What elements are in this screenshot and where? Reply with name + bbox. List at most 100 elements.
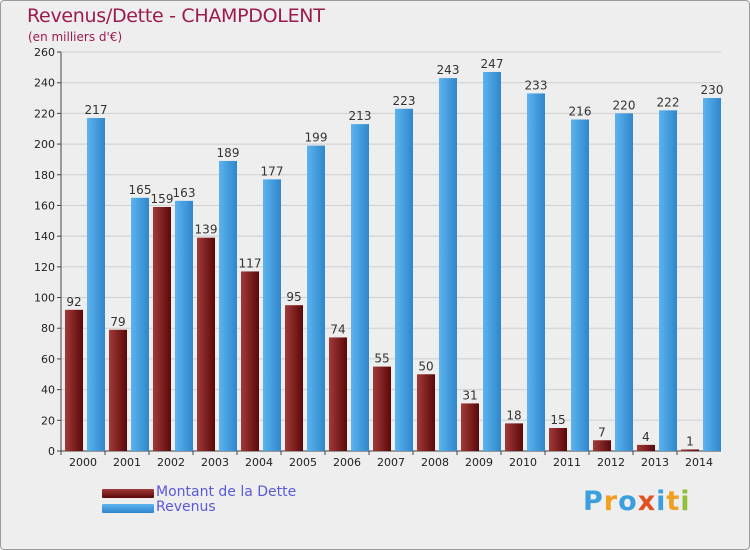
bar-revenus-2009 [483, 71, 501, 451]
data-label-debt-2000: 92 [66, 295, 81, 309]
data-label-debt-2009: 31 [462, 388, 477, 402]
bar-debt-2011 [549, 427, 567, 451]
logo-letter: i [680, 486, 691, 517]
data-label-debt-2006: 74 [330, 322, 345, 336]
y-tick-label: 260 [34, 46, 55, 59]
logo-letter: x [637, 486, 657, 517]
x-tick-label: 2013 [641, 456, 669, 469]
x-tick-label: 2008 [421, 456, 449, 469]
bar-revenus-2008 [439, 78, 457, 451]
bar-revenus-2013 [659, 110, 677, 452]
legend-swatch-revenus [102, 504, 154, 513]
logo-letter: o [618, 486, 638, 517]
bar-debt-2007 [373, 366, 391, 451]
data-label-revenus-2005: 199 [305, 131, 328, 145]
data-label-revenus-2009: 247 [481, 57, 504, 71]
y-tick-label: 160 [34, 199, 55, 212]
y-tick-label: 120 [34, 261, 55, 274]
data-label-revenus-2010: 233 [525, 78, 548, 92]
bar-revenus-2004 [263, 179, 281, 451]
bar-revenus-2002 [175, 200, 193, 451]
bar-debt-2001 [109, 329, 127, 451]
data-label-debt-2013: 4 [642, 430, 650, 444]
bar-revenus-2006 [351, 124, 369, 451]
data-label-revenus-2013: 222 [657, 95, 680, 109]
y-tick-label: 240 [34, 77, 55, 90]
axis-layer: 0 20 40 60 80 100 120 140 160 180 200 220 240 260 2000… [34, 46, 721, 469]
chart-subtitle: (en milliers d'€) [28, 30, 123, 44]
bar-debt-2002 [153, 206, 171, 451]
data-label-revenus-2012: 220 [613, 98, 636, 112]
bar-debt-2010 [505, 423, 523, 451]
bar-revenus-2000 [87, 117, 105, 451]
legend-label-debt: Montant de la Dette [156, 484, 297, 500]
x-tick-label: 2002 [157, 456, 185, 469]
bar-revenus-2011 [571, 119, 589, 452]
data-label-debt-2003: 139 [195, 223, 218, 237]
x-tick-label: 2009 [465, 456, 493, 469]
logo-letter: i [656, 486, 667, 517]
bar-revenus-2010 [527, 93, 545, 451]
legend-item-debt: Montant de la Dette [102, 484, 362, 500]
bar-revenus-2003 [219, 160, 237, 451]
bar-debt-2014 [681, 449, 699, 451]
data-label-revenus-2000: 217 [85, 103, 108, 117]
data-label-debt-2010: 18 [506, 408, 521, 422]
y-tick-label: 60 [41, 353, 55, 366]
logo-letter: r [603, 486, 619, 517]
data-label-revenus-2007: 223 [393, 94, 416, 108]
x-tick-label: 2014 [685, 456, 713, 469]
bar-debt-2000 [65, 309, 83, 451]
data-label-revenus-2003: 189 [217, 146, 240, 160]
y-tick-label: 20 [41, 414, 55, 427]
data-label-debt-2004: 117 [239, 256, 262, 270]
data-label-revenus-2014: 230 [701, 83, 724, 97]
bar-revenus-2001 [131, 197, 149, 451]
data-label-revenus-2006: 213 [349, 109, 372, 123]
x-tick-label: 2005 [289, 456, 317, 469]
legend-swatch-debt [102, 489, 154, 498]
data-label-debt-2002: 159 [151, 192, 174, 206]
y-tick-label: 140 [34, 230, 55, 243]
logo-letter: P [583, 486, 604, 517]
data-label-debt-2011: 15 [550, 413, 565, 427]
bar-debt-2009 [461, 403, 479, 451]
y-tick-label: 200 [34, 138, 55, 151]
data-label-debt-2005: 95 [286, 290, 301, 304]
x-tick-label: 2010 [509, 456, 537, 469]
bar-layer [65, 71, 721, 452]
y-tick-label: 180 [34, 169, 55, 182]
y-tick-label: 80 [41, 322, 55, 335]
data-label-debt-2014: 1 [686, 434, 694, 448]
bar-debt-2006 [329, 337, 347, 451]
x-tick-label: 2000 [69, 456, 97, 469]
bar-debt-2004 [241, 271, 259, 451]
bar-revenus-2012 [615, 113, 633, 451]
y-tick-label: 40 [41, 384, 55, 397]
bar-debt-2013 [637, 444, 655, 451]
x-tick-label: 2011 [553, 456, 581, 469]
x-tick-label: 2012 [597, 456, 625, 469]
legend-item-revenus: Revenus [102, 499, 362, 515]
data-label-debt-2007: 55 [374, 352, 389, 366]
data-label-revenus-2004: 177 [261, 164, 284, 178]
x-tick-label: 2003 [201, 456, 229, 469]
data-label-debt-2001: 79 [110, 315, 125, 329]
bar-debt-2008 [417, 374, 435, 451]
bar-debt-2012 [593, 440, 611, 451]
proxiti-logo: Proxiti [583, 486, 691, 517]
bar-debt-2003 [197, 237, 215, 451]
bar-revenus-2014 [703, 98, 721, 452]
y-tick-label: 100 [34, 292, 55, 305]
x-tick-label: 2006 [333, 456, 361, 469]
x-tick-label: 2001 [113, 456, 141, 469]
data-label-revenus-2001: 165 [129, 183, 152, 197]
logo-letter: t [666, 486, 681, 517]
bar-revenus-2005 [307, 145, 325, 451]
y-tick-label: 220 [34, 107, 55, 120]
y-tick-label: 0 [48, 445, 55, 458]
data-label-revenus-2002: 163 [173, 186, 196, 200]
